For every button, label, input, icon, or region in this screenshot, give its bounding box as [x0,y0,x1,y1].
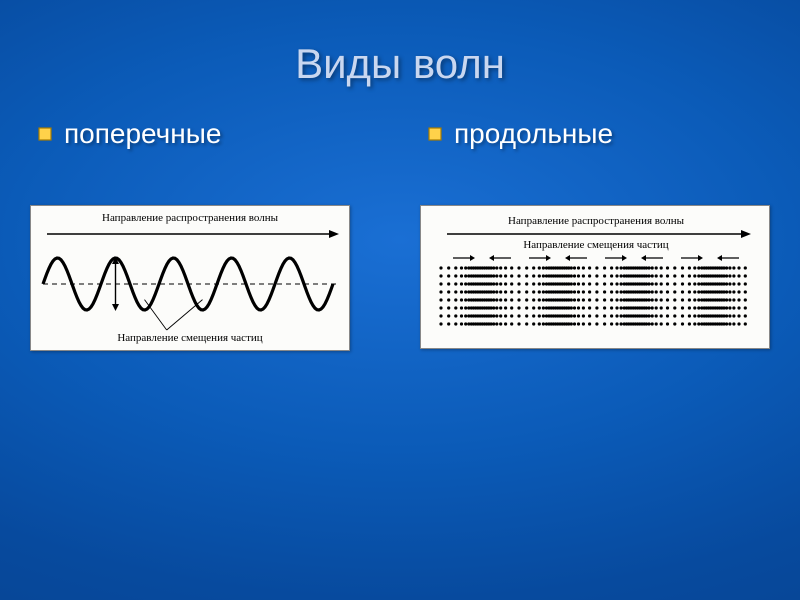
bullet-icon [428,127,442,141]
column-transverse: поперечные Направление распространения в… [30,118,380,351]
caption-top-left: Направление распространения волны [39,212,341,224]
diagram-longitudinal: Направление распространения волны Направл… [420,205,770,349]
heading-transverse: поперечные [64,118,221,150]
slide-title-text: Виды волн [295,40,505,87]
bullet-line-left: поперечные [30,118,380,150]
heading-longitudinal: продольные [454,118,613,150]
transverse-wave-svg [39,224,343,332]
longitudinal-wave-svg: Направление распространения волны Направл… [429,212,763,342]
caption-bottom-left: Направление смещения частиц [39,332,341,344]
column-longitudinal: продольные Направление распространения в… [420,118,770,351]
svg-text:Направление распространения во: Направление распространения волны [508,215,685,227]
columns: поперечные Направление распространения в… [0,118,800,351]
slide-title: Виды волн [0,0,800,88]
diagram-transverse: Направление распространения волны Направ… [30,205,350,351]
svg-text:Направление смещения частиц: Направление смещения частиц [523,239,668,251]
bullet-line-right: продольные [420,118,770,150]
bullet-icon [38,127,52,141]
